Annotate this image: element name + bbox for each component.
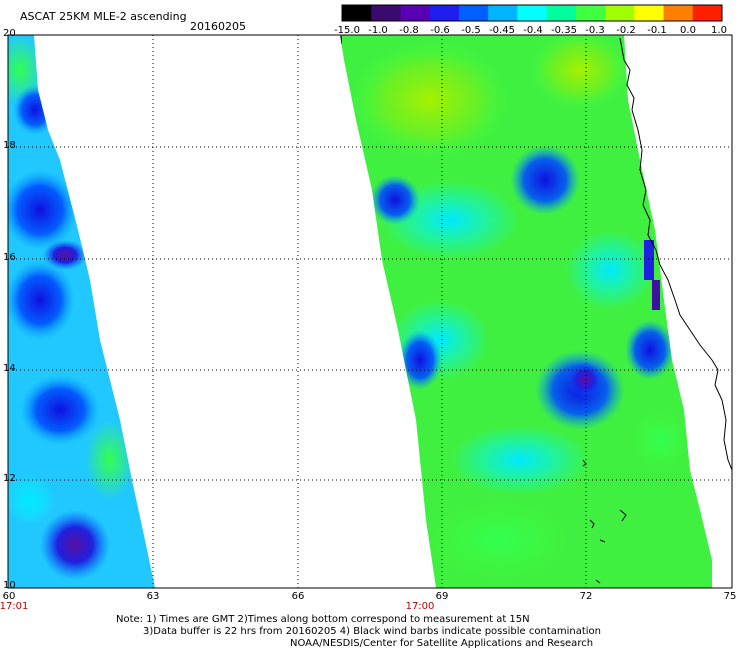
colorbar-segment bbox=[458, 5, 489, 21]
lat-label-16: 16 bbox=[3, 252, 16, 263]
colorbar bbox=[341, 4, 723, 22]
map-title: ASCAT 25KM MLE-2 ascending bbox=[20, 10, 187, 23]
lat-label-20: 20 bbox=[3, 28, 16, 39]
colorbar-label: 0.0 bbox=[680, 25, 696, 36]
colorbar-label: -0.3 bbox=[585, 25, 605, 36]
colorbar-label: -0.2 bbox=[616, 25, 636, 36]
pass-time-left: 17:01 bbox=[0, 601, 29, 612]
coastline bbox=[619, 37, 733, 471]
colorbar-segment bbox=[488, 5, 518, 21]
lat-label-12: 12 bbox=[3, 473, 16, 484]
colorbar-segment bbox=[371, 5, 401, 21]
colorbar-label: -0.5 bbox=[461, 25, 481, 36]
colorbar-label: 1.0 bbox=[711, 25, 727, 36]
colorbar-segment bbox=[692, 5, 723, 21]
colorbar-label: -0.35 bbox=[551, 25, 577, 36]
colorbar-segment bbox=[517, 5, 548, 21]
colorbar-label: -0.4 bbox=[523, 25, 543, 36]
colorbar-segment bbox=[575, 5, 606, 21]
lon-label-60: 60 bbox=[2, 591, 16, 602]
colorbar-frame bbox=[341, 4, 723, 22]
lat-label-14: 14 bbox=[3, 363, 16, 374]
pass-time-right: 17:00 bbox=[405, 601, 435, 612]
colorbar-label: -0.8 bbox=[399, 25, 419, 36]
note-line-2: 3)Data buffer is 22 hrs from 20160205 4)… bbox=[143, 626, 601, 637]
lon-label-69: 69 bbox=[435, 591, 449, 602]
colorbar-segment bbox=[546, 5, 577, 21]
lat-label-18: 18 bbox=[3, 140, 16, 151]
lon-label-72: 72 bbox=[579, 591, 593, 602]
colorbar-label: -0.45 bbox=[489, 25, 515, 36]
colorbar-segment bbox=[342, 5, 372, 21]
map-frame bbox=[7, 34, 733, 589]
lon-label-75: 75 bbox=[723, 591, 737, 602]
coastline-islands bbox=[582, 459, 627, 584]
colorbar-segment bbox=[634, 5, 665, 21]
colorbar-label: -15.0 bbox=[334, 25, 360, 36]
note-line-3: NOAA/NESDIS/Center for Satellite Applica… bbox=[290, 638, 594, 649]
graticule bbox=[8, 35, 732, 588]
swath-right bbox=[340, 35, 712, 588]
lon-label-66: 66 bbox=[291, 591, 305, 602]
lat-label-10: 10 bbox=[3, 580, 16, 591]
note-line-1: Note: 1) Times are GMT 2)Times along bot… bbox=[116, 614, 530, 625]
colorbar-segment bbox=[400, 5, 431, 21]
colorbar-label: -0.1 bbox=[647, 25, 667, 36]
colorbar-label: -0.6 bbox=[430, 25, 450, 36]
map-date: 20160205 bbox=[190, 20, 246, 33]
colorbar-segment bbox=[663, 5, 694, 21]
colorbar-segment bbox=[429, 5, 460, 21]
colorbar-segment bbox=[605, 5, 635, 21]
swath-left bbox=[8, 35, 155, 588]
lon-label-63: 63 bbox=[146, 591, 160, 602]
colorbar-label: -1.0 bbox=[368, 25, 388, 36]
